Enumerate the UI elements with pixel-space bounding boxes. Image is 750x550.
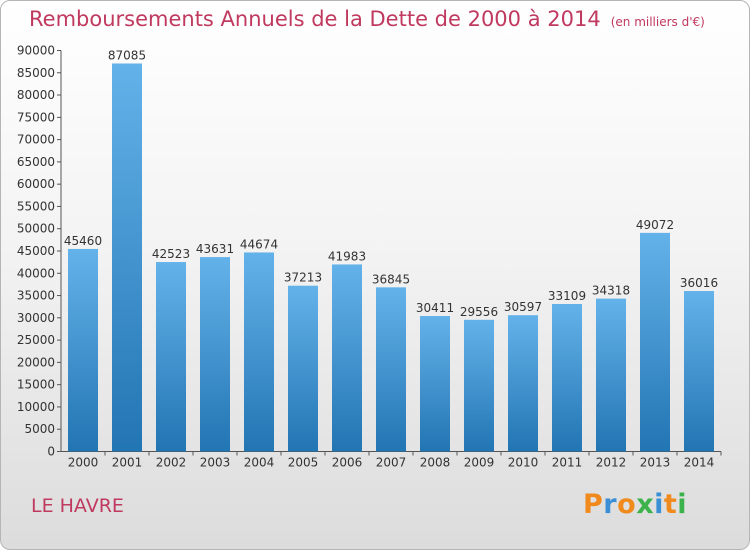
bar-2010 — [508, 315, 538, 452]
city-name: LE HAVRE — [31, 495, 124, 517]
brand-letter: t — [663, 489, 678, 520]
title-unit: (en milliers d'€) — [610, 15, 705, 29]
bars — [68, 63, 714, 452]
y-tick-label: 40000 — [17, 266, 55, 280]
y-tick-label: 80000 — [17, 88, 55, 102]
x-axis: 2000 2001 2002 2003 2004 2005 2006 2007 2008 2009… — [61, 451, 722, 470]
x-tick-label-2001: 2001 — [112, 456, 143, 470]
brand-letter: x — [636, 489, 655, 520]
y-tick-label: 60000 — [17, 177, 55, 191]
bar-2011 — [552, 303, 582, 452]
bar-2007 — [376, 287, 406, 452]
y-tick-label: 85000 — [17, 66, 55, 80]
x-tick-label-2011: 2011 — [552, 456, 583, 470]
x-tick-label-2002: 2002 — [156, 456, 187, 470]
x-tick-label-2000: 2000 — [68, 456, 99, 470]
bar-2009 — [464, 319, 494, 452]
value-label-2002: 42523 — [152, 247, 190, 261]
value-label-2014: 36016 — [680, 276, 718, 290]
title-text: Remboursements Annuels de la Dette de 20… — [29, 7, 601, 31]
bar-2005 — [288, 285, 318, 452]
bar-2014 — [684, 291, 714, 452]
brand-letter: o — [617, 489, 637, 520]
brand-letter: P — [583, 489, 604, 520]
value-label-2000: 45460 — [64, 234, 102, 248]
bar-2004 — [244, 252, 274, 452]
x-tick-label-2014: 2014 — [684, 456, 715, 470]
y-axis: 0 5000 10000 15000 20000 25000 30000 35000 40000… — [17, 44, 62, 459]
brand-letter: r — [603, 489, 618, 520]
y-tick-label: 45000 — [17, 244, 55, 258]
y-tick-label: 50000 — [17, 222, 55, 236]
y-tick-label: 0 — [47, 445, 55, 459]
x-tick-label-2007: 2007 — [376, 456, 407, 470]
bar-2001 — [112, 63, 142, 452]
y-tick-label: 20000 — [17, 355, 55, 369]
chart-title: Remboursements Annuels de la Dette de 20… — [29, 7, 705, 31]
value-label-2001: 87085 — [108, 48, 146, 62]
value-label-2004: 44674 — [240, 237, 278, 251]
value-label-2013: 49072 — [636, 218, 674, 232]
x-tick-label-2003: 2003 — [200, 456, 231, 470]
y-tick-label: 65000 — [17, 155, 55, 169]
x-tick-label-2010: 2010 — [508, 456, 539, 470]
x-tick-label-2008: 2008 — [420, 456, 451, 470]
value-label-2009: 29556 — [460, 305, 498, 319]
value-label-2006: 41983 — [328, 249, 366, 263]
value-label-2008: 30411 — [416, 301, 454, 315]
x-tick-label-2009: 2009 — [464, 456, 495, 470]
value-label-2012: 34318 — [592, 284, 630, 298]
bar-2003 — [200, 257, 230, 452]
bar-2008 — [420, 316, 450, 452]
brand-letter: i — [677, 489, 688, 520]
bar-2006 — [332, 264, 362, 452]
y-tick-label: 10000 — [17, 400, 55, 414]
y-tick-label: 55000 — [17, 199, 55, 213]
x-tick-label-2005: 2005 — [288, 456, 319, 470]
bar-2002 — [156, 262, 186, 452]
x-tick-label-2013: 2013 — [640, 456, 671, 470]
x-tick-label-2012: 2012 — [596, 456, 627, 470]
brand-letter: i — [654, 489, 664, 520]
y-tick-label: 35000 — [17, 289, 55, 303]
value-label-2010: 30597 — [504, 300, 542, 314]
x-tick-label-2004: 2004 — [244, 456, 275, 470]
brand-logo: Proxiti — [583, 489, 687, 520]
value-label-2011: 33109 — [548, 289, 586, 303]
y-tick-label: 25000 — [17, 333, 55, 347]
value-label-2005: 37213 — [284, 271, 322, 285]
y-tick-label: 15000 — [17, 378, 55, 392]
value-label-2007: 36845 — [372, 272, 410, 286]
value-label-2003: 43631 — [196, 242, 234, 256]
value-labels: 45460 87085 42523 43631 44674 37213 41983 36845… — [64, 48, 718, 318]
y-tick-label: 70000 — [17, 133, 55, 147]
bar-2000 — [68, 248, 98, 452]
bar-2012 — [596, 298, 626, 452]
bar-2013 — [640, 232, 670, 452]
y-tick-label: 5000 — [24, 422, 55, 436]
x-tick-label-2006: 2006 — [332, 456, 363, 470]
y-tick-label: 30000 — [17, 311, 55, 325]
y-tick-label: 90000 — [17, 44, 55, 58]
y-tick-label: 75000 — [17, 110, 55, 124]
